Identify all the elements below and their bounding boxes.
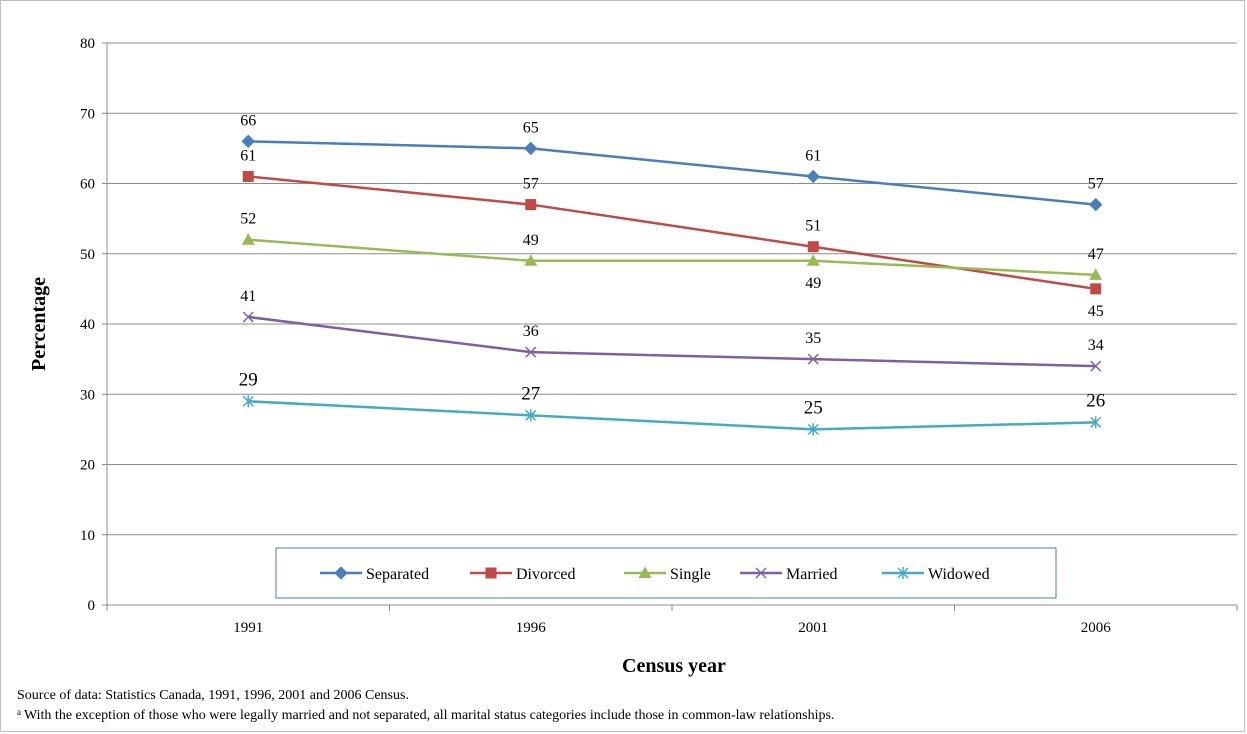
legend-label: Divorced xyxy=(516,566,576,583)
legend-label: Single xyxy=(670,566,711,583)
data-label: 65 xyxy=(523,119,539,136)
data-label: 66 xyxy=(240,112,256,129)
source-note: Source of data: Statistics Canada, 1991,… xyxy=(17,688,409,703)
y-tick-label: 80 xyxy=(80,36,95,52)
data-label: 61 xyxy=(805,147,821,164)
x-axis-title: Census year xyxy=(622,655,726,677)
data-label: 27 xyxy=(521,383,540,404)
data-label: 25 xyxy=(804,397,823,418)
data-point xyxy=(334,566,348,580)
legend-item-separated: Separated xyxy=(320,566,429,583)
series-line-separated xyxy=(248,140,1096,206)
data-label: 49 xyxy=(805,275,821,292)
data-point xyxy=(241,233,255,245)
x-tick-label: 2001 xyxy=(798,620,828,636)
gridlines xyxy=(107,42,1237,536)
data-label: 45 xyxy=(1088,303,1104,320)
data-point xyxy=(241,134,255,149)
series-line-single xyxy=(248,238,1096,277)
data-label: 47 xyxy=(1088,246,1104,263)
data-point xyxy=(525,199,537,211)
data-label: 57 xyxy=(1088,176,1104,193)
legend-item-divorced: Divorced xyxy=(470,566,576,583)
data-label: 35 xyxy=(805,330,821,347)
data-label: 34 xyxy=(1088,337,1104,354)
data-point xyxy=(897,567,909,579)
data-label: 26 xyxy=(1086,390,1105,411)
data-point xyxy=(1090,416,1102,429)
legend-item-married: Married xyxy=(740,566,838,583)
data-point-stroke xyxy=(807,353,819,365)
data-point xyxy=(806,254,820,266)
data-point xyxy=(806,169,820,184)
legend-label: Married xyxy=(786,566,838,583)
legend-label: Separated xyxy=(366,566,429,583)
data-point-stroke xyxy=(242,311,254,323)
series-line-widowed xyxy=(248,400,1096,431)
y-tick-label: 40 xyxy=(80,317,95,333)
y-tick-label: 50 xyxy=(80,247,95,263)
footnote-text: With the exception of those who were leg… xyxy=(24,708,835,723)
data-point-stroke xyxy=(755,567,767,579)
y-tick-label: 20 xyxy=(80,458,95,474)
axes: 0 10 20 30 40 50 60 70 80 1991 1996 2001 2006 xyxy=(80,36,1238,636)
y-axis-title: Percentage xyxy=(28,277,50,371)
data-label: 36 xyxy=(523,323,539,340)
data-label: 49 xyxy=(523,232,539,249)
x-tick-label: 2006 xyxy=(1081,620,1112,636)
data-point xyxy=(525,409,537,422)
y-tick-label: 60 xyxy=(80,177,95,193)
data-point xyxy=(242,311,254,323)
data-point xyxy=(807,353,819,365)
data-point-stroke xyxy=(1090,360,1102,372)
data-point xyxy=(524,141,538,156)
data-point xyxy=(807,241,819,253)
legend-item-widowed: Widowed xyxy=(882,566,990,583)
data-point xyxy=(1089,268,1103,280)
data-point xyxy=(807,423,819,436)
data-point xyxy=(524,254,538,266)
series-lines xyxy=(241,134,1103,436)
data-point xyxy=(525,346,537,358)
x-tick-label: 1996 xyxy=(516,620,547,636)
data-point xyxy=(242,395,254,408)
data-labels: 66 65 61 57 61 57 51 45 52 49 49 47 41 36 35 34 29 27 25 26 xyxy=(239,112,1106,418)
legend-label: Widowed xyxy=(928,566,990,583)
data-point xyxy=(1089,197,1103,212)
data-point xyxy=(485,567,497,579)
series-line-married xyxy=(248,315,1096,368)
legend-item-single: Single xyxy=(624,566,711,583)
data-point-stroke xyxy=(525,346,537,358)
y-tick-label: 70 xyxy=(80,106,95,122)
data-label: 52 xyxy=(240,211,256,228)
data-point xyxy=(242,170,254,182)
data-point xyxy=(755,567,767,579)
data-point xyxy=(1090,360,1102,372)
data-label: 41 xyxy=(240,288,256,305)
data-label: 29 xyxy=(239,369,258,390)
x-tick-label: 1991 xyxy=(233,620,263,636)
data-label: 51 xyxy=(805,218,821,235)
y-tick-label: 10 xyxy=(80,528,95,544)
series-line-divorced xyxy=(248,175,1096,291)
y-tick-label: 0 xyxy=(88,598,96,614)
data-point xyxy=(638,566,652,578)
data-label: 57 xyxy=(523,176,539,193)
data-label: 61 xyxy=(240,147,256,164)
footnote: a With the exception of those who were le… xyxy=(17,707,834,724)
footnote-marker: a xyxy=(17,707,21,717)
data-point xyxy=(1090,283,1102,295)
y-tick-label: 30 xyxy=(80,387,95,403)
legend: Separated Divorced Single Married Widowed xyxy=(275,547,1057,599)
